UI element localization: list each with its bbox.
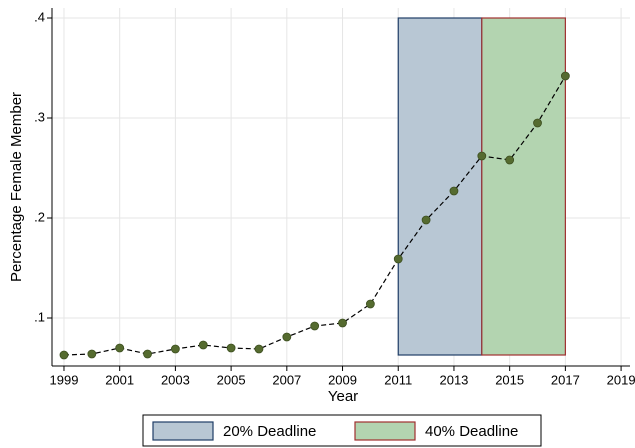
x-tick-label: 2011	[384, 372, 412, 387]
y-tick-label: .2	[34, 209, 45, 224]
y-tick-label: .1	[34, 309, 45, 324]
x-axis-title: Year	[328, 388, 358, 405]
data-point	[198, 340, 208, 350]
data-point	[59, 350, 69, 360]
x-tick-label: 2015	[495, 372, 524, 387]
data-point	[421, 215, 431, 225]
y-axis-title: Percentage Female Member	[8, 92, 25, 282]
y-tick-label: .4	[34, 9, 45, 24]
x-tick-label: 1999	[50, 372, 79, 387]
data-point	[254, 344, 264, 354]
x-tick-label: 2009	[328, 372, 357, 387]
x-tick-label: 2017	[551, 372, 580, 387]
data-point	[505, 155, 515, 165]
legend-swatch	[152, 421, 214, 441]
data-point	[115, 343, 125, 353]
deadline-region	[481, 17, 566, 356]
data-point	[477, 151, 487, 161]
data-point	[226, 343, 236, 353]
data-point	[310, 321, 320, 331]
data-point	[365, 299, 375, 309]
data-point	[143, 349, 152, 359]
y-tick-label: .3	[34, 109, 45, 124]
legend-text: 20% Deadline	[223, 423, 316, 440]
x-tick-label: 2019	[607, 372, 635, 387]
x-tick-label: 2005	[217, 372, 246, 387]
data-point	[449, 186, 459, 196]
data-point	[87, 349, 97, 359]
legend-swatch	[354, 421, 416, 441]
data-point	[560, 71, 570, 81]
x-tick-label: 2003	[161, 372, 190, 387]
data-point	[282, 332, 292, 342]
x-tick-label: 2007	[272, 372, 301, 387]
data-point	[393, 254, 403, 264]
deadline-region	[397, 17, 483, 356]
legend-text: 40% Deadline	[425, 423, 518, 440]
data-point	[338, 318, 347, 328]
data-point	[170, 344, 180, 354]
x-tick-label: 2013	[439, 372, 468, 387]
x-tick-label: 2001	[105, 372, 134, 387]
data-point	[533, 118, 542, 128]
